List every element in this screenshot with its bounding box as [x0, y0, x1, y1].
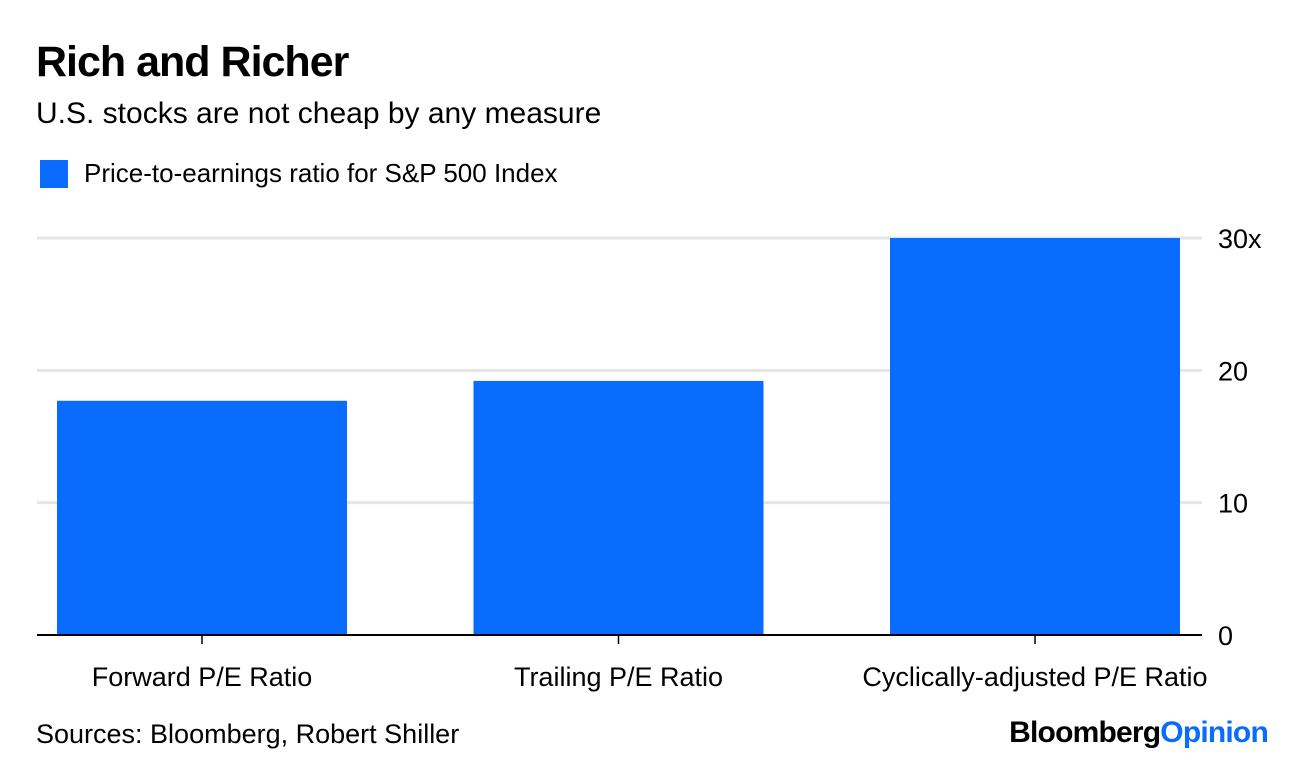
bar [473, 380, 764, 635]
x-tick-label: Cyclically-adjusted P/E Ratio [862, 662, 1207, 692]
bar [890, 238, 1180, 635]
brand-secondary: Opinion [1160, 716, 1269, 749]
y-tick-label: 30x [1218, 224, 1262, 254]
brand-primary: Bloomberg [1009, 716, 1161, 749]
axis-labels: 0 10 20 30x Forward P/E Ratio Trailing P/E Ra… [92, 224, 1262, 692]
source-note: Sources: Bloomberg, Robert Shiller [36, 719, 460, 749]
x-tick-label: Forward P/E Ratio [92, 662, 313, 692]
legend-label: Price-to-earnings ratio for S&P 500 Inde… [84, 158, 558, 188]
legend-swatch [40, 159, 68, 188]
bars [57, 238, 1180, 635]
bar [57, 400, 347, 635]
x-tick-label: Trailing P/E Ratio [514, 662, 723, 692]
y-tick-label: 20 [1218, 356, 1248, 386]
brand-logo: BloombergOpinion [1009, 716, 1269, 750]
y-tick-label: 0 [1218, 621, 1233, 651]
chart-title: Rich and Richer [36, 38, 349, 86]
axes [37, 634, 1202, 644]
y-tick-label: 10 [1218, 489, 1248, 519]
chart-subtitle: U.S. stocks are not cheap by any measure [36, 97, 602, 130]
legend: Price-to-earnings ratio for S&P 500 Inde… [40, 158, 558, 189]
